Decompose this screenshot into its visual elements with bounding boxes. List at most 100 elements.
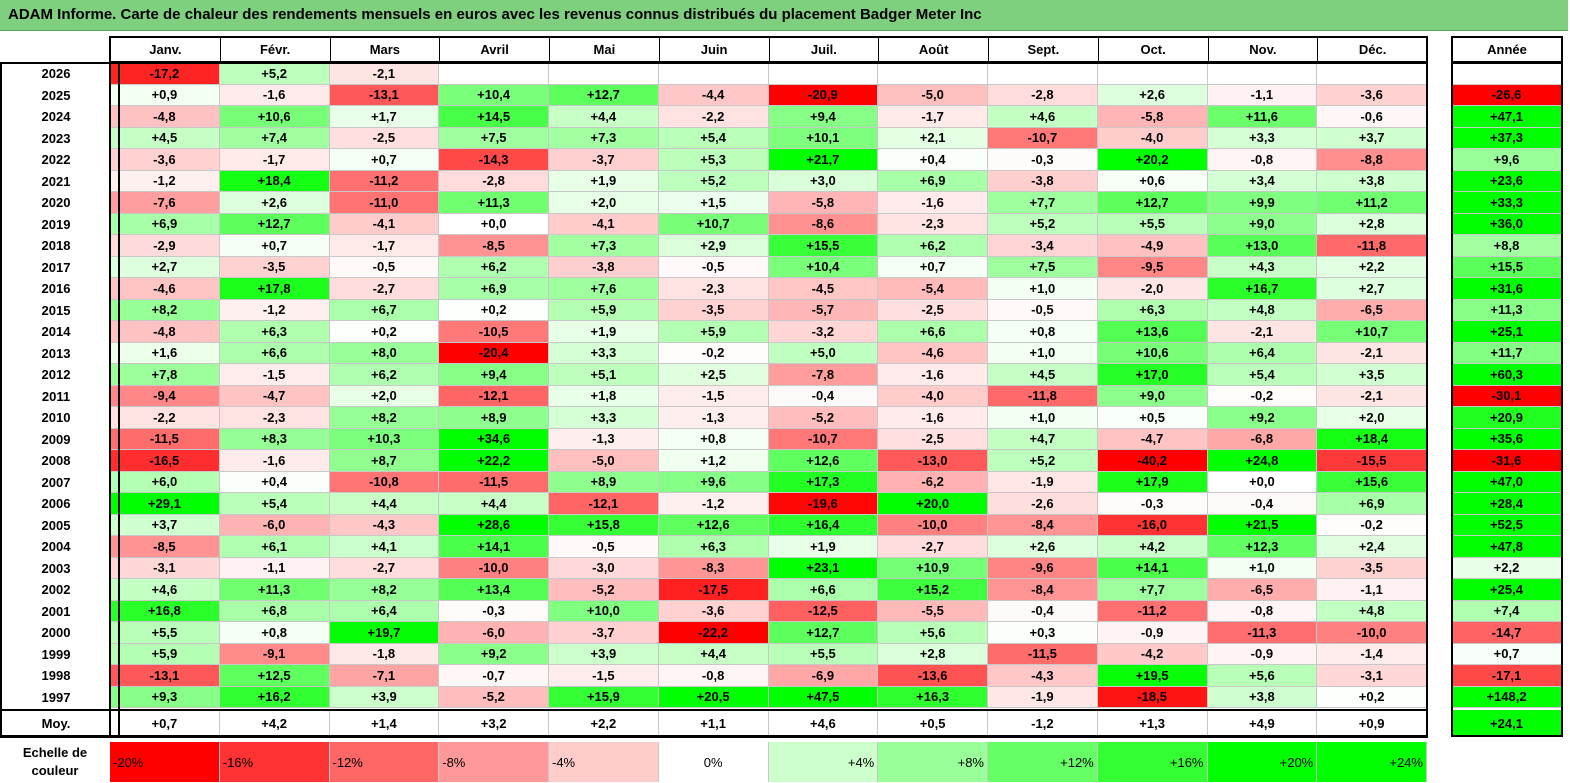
heat-cell: +12,3 bbox=[1207, 536, 1318, 558]
heat-cell: +12,7 bbox=[768, 622, 879, 644]
heat-cell: +4,4 bbox=[658, 643, 769, 665]
heat-cell: +3,7 bbox=[110, 514, 220, 536]
heat-cell: +9,4 bbox=[768, 106, 879, 128]
heat-cell: -1,1 bbox=[1317, 579, 1427, 601]
heat-cell: +2,7 bbox=[110, 256, 220, 278]
heat-cell: +10,6 bbox=[219, 106, 330, 128]
heat-cell: +8,7 bbox=[329, 450, 440, 472]
heat-cell: +5,5 bbox=[110, 622, 220, 644]
heat-cell: -3,5 bbox=[658, 299, 769, 321]
heat-cell: -4,8 bbox=[110, 321, 220, 343]
heat-cell: -1,9 bbox=[988, 686, 1098, 708]
heat-cell: +2,6 bbox=[219, 192, 330, 214]
heat-cell bbox=[1097, 63, 1208, 85]
heat-cell: +19,5 bbox=[1097, 665, 1208, 687]
heat-cell: +6,3 bbox=[658, 536, 769, 558]
annual-cell: +11,3 bbox=[1452, 299, 1562, 321]
heat-cell: +3,3 bbox=[549, 342, 659, 364]
heat-cell bbox=[878, 63, 988, 85]
heat-cell: +3,5 bbox=[1317, 364, 1427, 386]
heat-cell: -19,6 bbox=[768, 493, 879, 515]
heat-cell: -2,7 bbox=[329, 278, 440, 300]
heat-cell: -9,5 bbox=[1097, 256, 1208, 278]
heat-cell: +5,5 bbox=[768, 643, 879, 665]
heat-cell: +28,6 bbox=[439, 514, 549, 536]
heat-cell: +22,2 bbox=[439, 450, 549, 472]
heat-cell: +16,2 bbox=[219, 686, 330, 708]
heat-cell: +6,9 bbox=[439, 278, 549, 300]
annual-cell: +47,8 bbox=[1452, 536, 1562, 558]
heat-cell: +18,4 bbox=[1317, 428, 1427, 450]
average-label: Moy. bbox=[41, 716, 71, 731]
column-header: Mai bbox=[549, 37, 660, 62]
average-cell: +1,1 bbox=[658, 710, 769, 737]
heat-cell: +2,9 bbox=[658, 235, 769, 257]
heat-cell: +16,4 bbox=[768, 514, 879, 536]
heat-cell: -0,2 bbox=[1207, 385, 1318, 407]
row-label: 1998 bbox=[41, 668, 71, 684]
heat-cell: +0,2 bbox=[439, 299, 549, 321]
color-scale-swatch: -20% bbox=[110, 742, 220, 782]
heat-cell: -12,1 bbox=[439, 385, 549, 407]
annual-cell: -30,1 bbox=[1452, 385, 1562, 407]
heat-cell: -4,6 bbox=[878, 342, 988, 364]
heat-cell: -8,4 bbox=[988, 514, 1098, 536]
heat-cell: +0,8 bbox=[658, 428, 769, 450]
heat-cell: +15,9 bbox=[549, 686, 659, 708]
heat-cell: -8,4 bbox=[988, 579, 1098, 601]
annual-cell: +20,9 bbox=[1452, 407, 1562, 429]
color-scale-swatch: +4% bbox=[768, 742, 879, 782]
heat-cell: +14,1 bbox=[439, 536, 549, 558]
heat-cell: +0,0 bbox=[1207, 471, 1318, 493]
heat-cell: +10,9 bbox=[878, 557, 988, 579]
heat-cell: -5,0 bbox=[549, 450, 659, 472]
row-label: 2016 bbox=[41, 281, 71, 297]
heat-cell: -1,7 bbox=[878, 106, 988, 128]
row-label: 2013 bbox=[41, 345, 71, 361]
row-label: 2003 bbox=[41, 560, 71, 576]
heat-cell: +17,8 bbox=[219, 278, 330, 300]
heat-cell: +6,4 bbox=[1207, 342, 1318, 364]
heat-cell: +1,9 bbox=[549, 321, 659, 343]
heat-cell: -1,5 bbox=[219, 364, 330, 386]
heat-cell: -4,7 bbox=[1097, 428, 1208, 450]
heat-cell: +20,5 bbox=[658, 686, 769, 708]
heat-cell bbox=[1317, 63, 1427, 85]
heat-cell: +1,9 bbox=[549, 170, 659, 192]
color-scale-swatch: +8% bbox=[878, 742, 988, 782]
heat-cell: +6,9 bbox=[1317, 493, 1427, 515]
heat-cell: -4,5 bbox=[768, 278, 879, 300]
row-label: 2019 bbox=[41, 216, 71, 232]
heat-cell: -11,0 bbox=[329, 192, 440, 214]
heat-cell: +3,9 bbox=[549, 643, 659, 665]
heat-cell: -4,3 bbox=[988, 665, 1098, 687]
heat-cell: +8,2 bbox=[110, 299, 220, 321]
heat-cell: +0,2 bbox=[329, 321, 440, 343]
heat-cell: +2,0 bbox=[549, 192, 659, 214]
heat-cell bbox=[768, 63, 879, 85]
heat-cell: +7,8 bbox=[110, 364, 220, 386]
heat-cell: +6,9 bbox=[878, 170, 988, 192]
heat-cell bbox=[658, 63, 769, 85]
annual-cell: +25,4 bbox=[1452, 579, 1562, 601]
heat-cell: +6,7 bbox=[329, 299, 440, 321]
row-label: 2015 bbox=[41, 302, 71, 318]
heat-cell: +6,6 bbox=[878, 321, 988, 343]
heat-cell: -9,1 bbox=[219, 643, 330, 665]
heat-cell: -0,8 bbox=[658, 665, 769, 687]
heat-cell: -10,5 bbox=[439, 321, 549, 343]
heat-cell: +15,8 bbox=[549, 514, 659, 536]
column-header: Déc. bbox=[1317, 37, 1428, 62]
title-bar: ADAM Informe. Carte de chaleur des rende… bbox=[0, 0, 1568, 31]
heat-cell: +5,2 bbox=[988, 213, 1098, 235]
heat-cell: +16,7 bbox=[1207, 278, 1318, 300]
heat-cell: +9,6 bbox=[658, 471, 769, 493]
heat-cell: +0,8 bbox=[988, 321, 1098, 343]
heat-cell: -0,2 bbox=[1317, 514, 1427, 536]
heat-cell: +4,6 bbox=[110, 579, 220, 601]
heat-cell: +2,4 bbox=[1317, 536, 1427, 558]
heat-cell: -40,2 bbox=[1097, 450, 1208, 472]
heat-cell: +9,0 bbox=[1207, 213, 1318, 235]
heat-cell: +6,2 bbox=[439, 256, 549, 278]
heat-cell: -11,8 bbox=[1317, 235, 1427, 257]
